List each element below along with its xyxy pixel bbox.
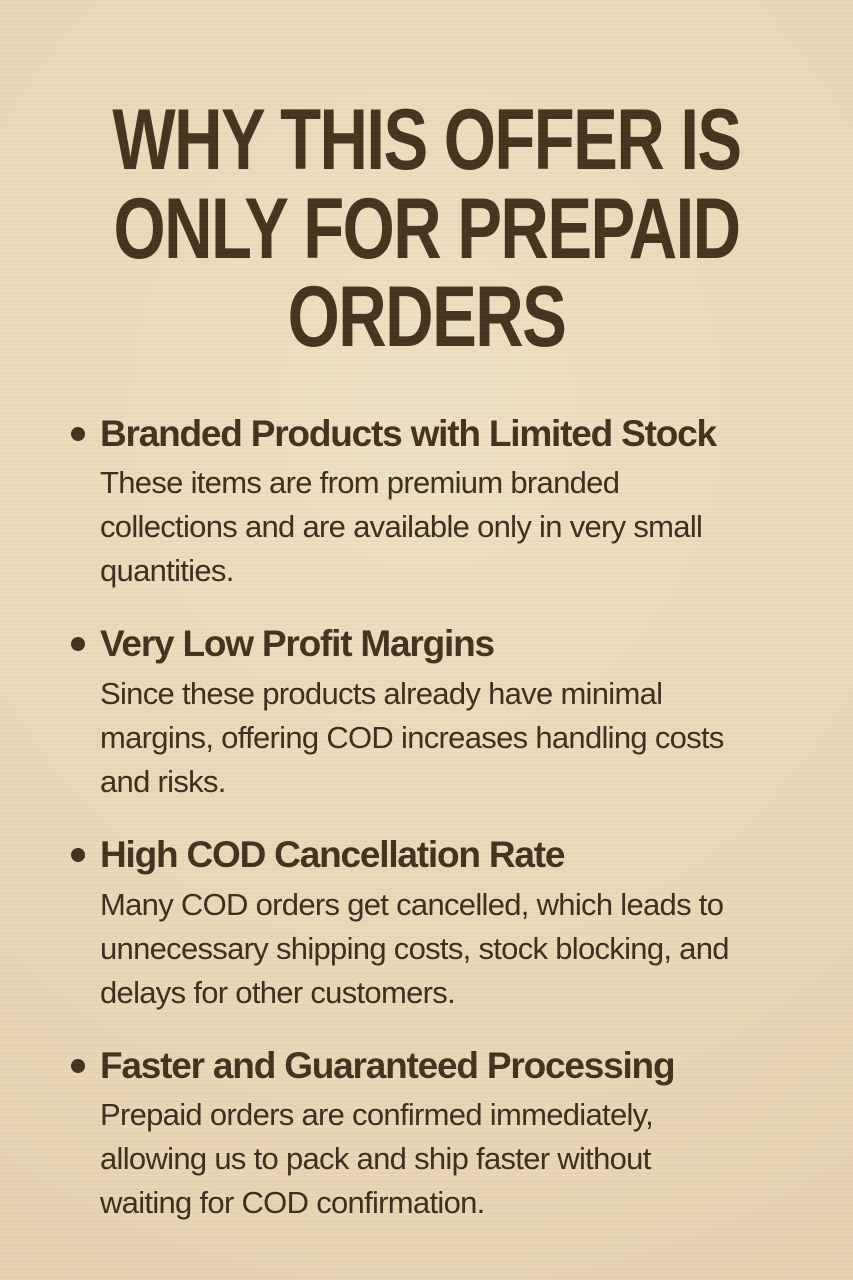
- body-line: Prepaid orders are confirmed immediately…: [100, 1097, 654, 1133]
- bullet-heading: Very Low Profit Margins: [100, 623, 495, 665]
- bullet-icon: [71, 1058, 85, 1073]
- body-line: quantities.: [100, 553, 234, 589]
- body-line: allowing us to pack and ship faster with…: [100, 1141, 651, 1177]
- bullet-list: Branded Products with Limited Stock Thes…: [0, 412, 853, 1226]
- title-line-3: ORDERS: [287, 269, 567, 366]
- list-item-faster-processing: Faster and Guaranteed Processing Prepaid…: [71, 1044, 797, 1226]
- body-line: collections and are available only in ve…: [100, 509, 703, 545]
- title-line-2: ONLY FOR PREPAID: [113, 180, 741, 277]
- body-line: delays for other customers.: [100, 974, 456, 1010]
- bullet-heading: High COD Cancellation Rate: [100, 834, 565, 876]
- list-item-low-margins: Very Low Profit Margins Since these prod…: [71, 623, 797, 804]
- body-line: waiting for COD confirmation.: [100, 1185, 485, 1221]
- body-line: and risks.: [100, 764, 226, 800]
- bullet-body: Since these products already have minima…: [100, 672, 797, 804]
- body-line: margins, offering COD increases handling…: [100, 720, 724, 756]
- bullet-body: Prepaid orders are confirmed immediately…: [100, 1093, 797, 1225]
- bullet-icon: [71, 848, 85, 863]
- body-line: unnecessary shipping costs, stock blocki…: [100, 930, 730, 966]
- bullet-icon: [71, 426, 85, 441]
- list-item-branded-products: Branded Products with Limited Stock Thes…: [71, 412, 797, 594]
- body-line: Many COD orders get cancelled, which lea…: [100, 886, 724, 922]
- page-title: WHY THIS OFFER IS ONLY FOR PREPAID ORDER…: [94, 96, 759, 362]
- body-line: Since these products already have minima…: [100, 676, 663, 712]
- list-item-cod-cancellation: High COD Cancellation Rate Many COD orde…: [71, 834, 797, 1015]
- bullet-body: Many COD orders get cancelled, which lea…: [100, 883, 797, 1015]
- bullet-body: These items are from premium branded col…: [100, 461, 797, 593]
- bullet-heading: Faster and Guaranteed Processing: [100, 1044, 676, 1086]
- bullet-heading: Branded Products with Limited Stock: [100, 412, 717, 454]
- body-line: These items are from premium branded: [100, 465, 620, 501]
- bullet-icon: [71, 637, 85, 652]
- title-line-1: WHY THIS OFFER IS: [112, 92, 742, 188]
